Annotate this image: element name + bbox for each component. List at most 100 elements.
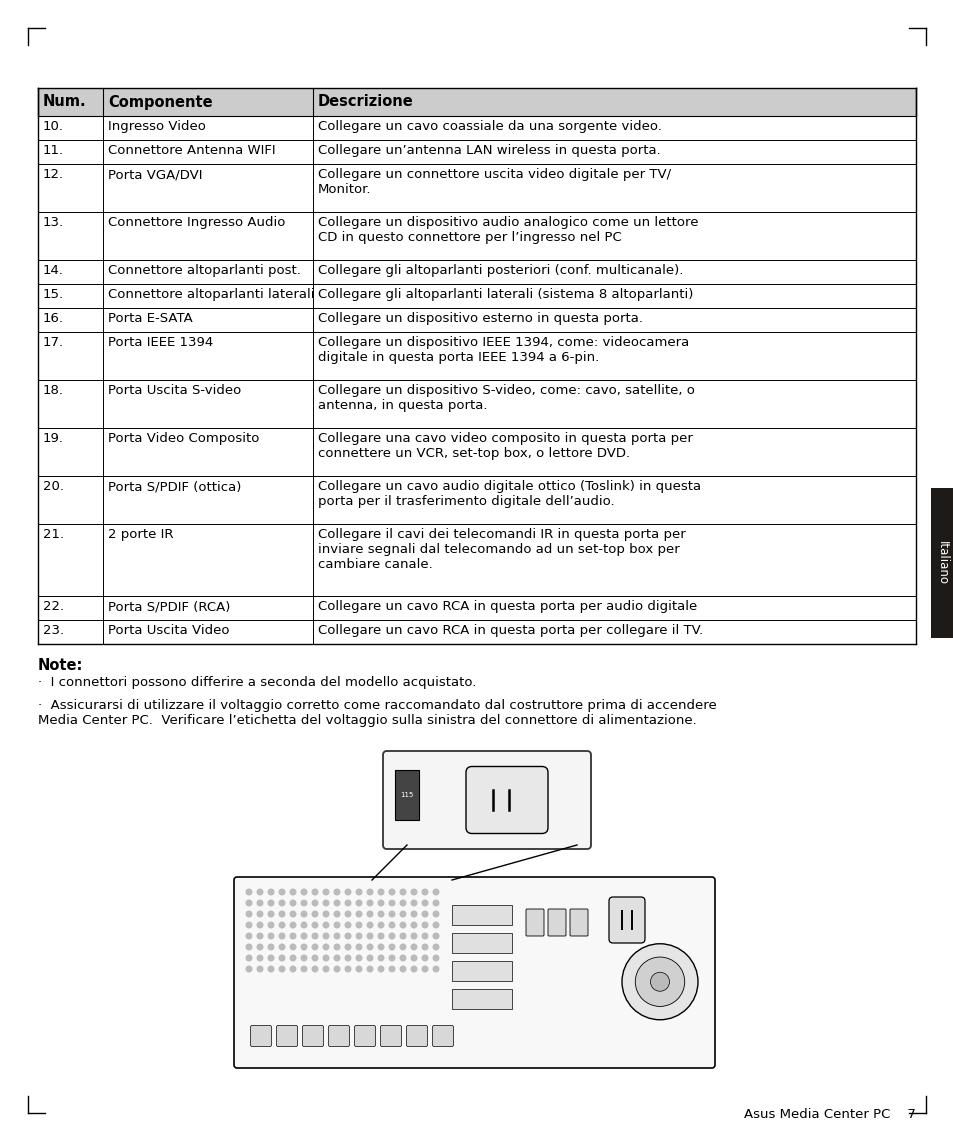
Text: Collegare un connettore uscita video digitale per TV/
Monitor.: Collegare un connettore uscita video dig… [317,168,670,196]
Circle shape [323,955,329,961]
Text: 115: 115 [400,792,414,798]
Circle shape [377,889,383,895]
FancyBboxPatch shape [380,1026,401,1046]
Text: 23.: 23. [43,624,64,637]
FancyBboxPatch shape [355,1026,375,1046]
Circle shape [290,933,295,939]
Circle shape [422,912,427,917]
Circle shape [345,966,351,972]
Text: Connettore Ingresso Audio: Connettore Ingresso Audio [108,216,285,229]
Text: Collegare il cavi dei telecomandi IR in questa porta per
inviare segnali dal tel: Collegare il cavi dei telecomandi IR in … [317,528,685,570]
Circle shape [433,945,438,949]
FancyBboxPatch shape [465,767,547,833]
Text: Italiano: Italiano [935,541,948,585]
Bar [452,905,512,925]
Circle shape [257,889,262,895]
Circle shape [377,955,383,961]
Circle shape [433,922,438,928]
Circle shape [422,922,427,928]
Circle shape [345,900,351,906]
Circle shape [345,912,351,917]
Circle shape [367,933,373,939]
Circle shape [422,955,427,961]
Circle shape [290,912,295,917]
Text: Collegare un dispositivo S-video, come: cavo, satellite, o
antenna, in questa po: Collegare un dispositivo S-video, come: … [317,385,694,412]
Circle shape [312,912,317,917]
Text: 20.: 20. [43,480,64,493]
Text: Porta Video Composito: Porta Video Composito [108,432,259,445]
Circle shape [323,933,329,939]
Bar [452,989,512,1009]
Circle shape [334,900,339,906]
Circle shape [246,966,252,972]
Circle shape [367,922,373,928]
Circle shape [279,889,285,895]
Circle shape [268,955,274,961]
Circle shape [279,912,285,917]
Circle shape [433,889,438,895]
Circle shape [389,912,395,917]
Circle shape [411,945,416,949]
Circle shape [301,889,307,895]
Circle shape [290,955,295,961]
Circle shape [377,912,383,917]
Text: 22.: 22. [43,600,64,613]
FancyBboxPatch shape [608,897,644,942]
Circle shape [367,966,373,972]
Circle shape [411,955,416,961]
Circle shape [312,933,317,939]
Circle shape [399,889,405,895]
Circle shape [422,945,427,949]
Circle shape [257,933,262,939]
Text: 10.: 10. [43,120,64,133]
Circle shape [312,889,317,895]
Circle shape [411,922,416,928]
Circle shape [268,900,274,906]
Circle shape [389,945,395,949]
Text: Collegare un dispositivo esterno in questa porta.: Collegare un dispositivo esterno in ques… [317,311,642,325]
Circle shape [334,912,339,917]
Circle shape [246,889,252,895]
Text: Num.: Num. [43,95,87,110]
Circle shape [345,933,351,939]
Circle shape [334,933,339,939]
FancyBboxPatch shape [382,751,590,849]
FancyBboxPatch shape [547,909,565,936]
FancyBboxPatch shape [233,877,714,1068]
Bar [395,770,418,820]
Circle shape [355,900,361,906]
Text: Ingresso Video: Ingresso Video [108,120,206,133]
Circle shape [268,945,274,949]
Circle shape [257,955,262,961]
Circle shape [334,922,339,928]
Circle shape [355,933,361,939]
Bar [930,488,953,638]
Circle shape [268,889,274,895]
Circle shape [268,922,274,928]
Text: Collegare un’antenna LAN wireless in questa porta.: Collegare un’antenna LAN wireless in que… [317,144,660,157]
Circle shape [433,912,438,917]
Circle shape [433,933,438,939]
Circle shape [279,955,285,961]
Circle shape [323,900,329,906]
Circle shape [268,966,274,972]
Circle shape [399,912,405,917]
Circle shape [345,955,351,961]
Circle shape [345,945,351,949]
Circle shape [389,889,395,895]
Circle shape [290,900,295,906]
Circle shape [279,945,285,949]
Text: Descrizione: Descrizione [317,95,414,110]
Circle shape [301,955,307,961]
Text: ·  Assicurarsi di utilizzare il voltaggio corretto come raccomandato dal costrut: · Assicurarsi di utilizzare il voltaggio… [38,699,716,727]
Circle shape [377,922,383,928]
Circle shape [268,912,274,917]
Circle shape [422,900,427,906]
Circle shape [377,900,383,906]
Text: Collegare un dispositivo IEEE 1394, come: videocamera
digitale in questa porta I: Collegare un dispositivo IEEE 1394, come… [317,335,688,364]
Circle shape [621,944,698,1020]
Circle shape [399,900,405,906]
Circle shape [367,900,373,906]
FancyBboxPatch shape [302,1026,323,1046]
Text: Collegare un cavo RCA in questa porta per audio digitale: Collegare un cavo RCA in questa porta pe… [317,600,697,613]
